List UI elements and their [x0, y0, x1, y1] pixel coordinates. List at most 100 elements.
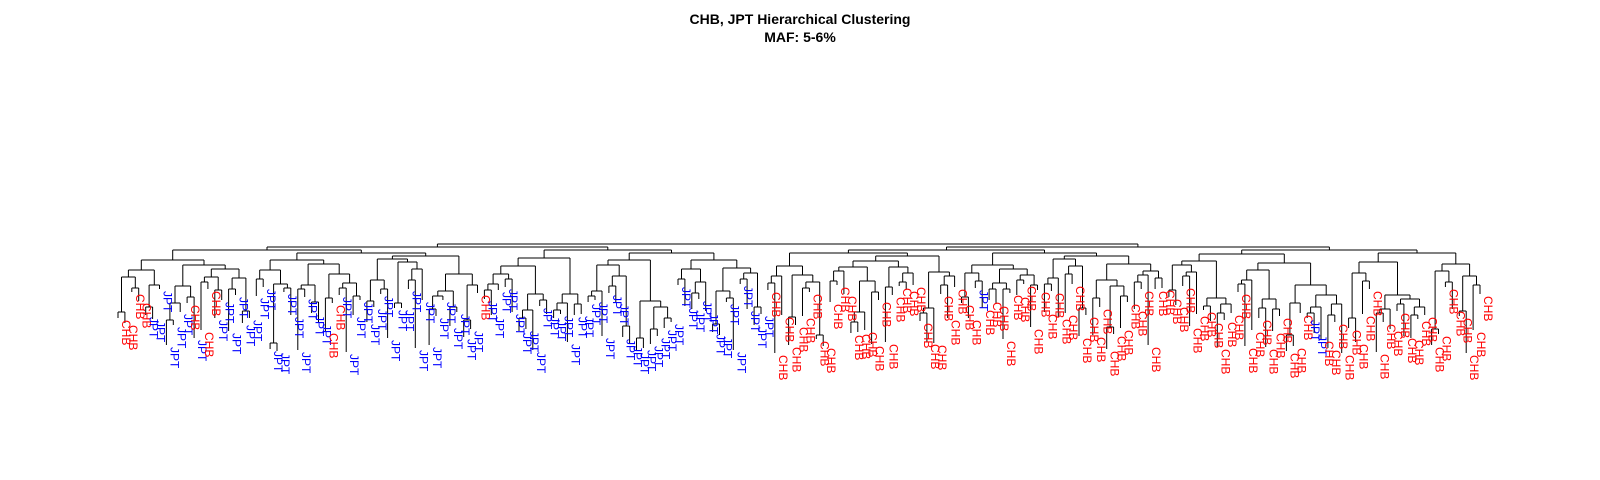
leaf-label-chb: CHB — [326, 333, 340, 358]
leaf-label-chb: CHB — [1440, 336, 1454, 361]
leaf-label-chb: CHB — [1405, 338, 1419, 363]
leaf-label-chb: CHB — [1398, 313, 1412, 338]
leaf-label-chb: CHB — [333, 305, 347, 330]
leaf-label-chb: CHB — [119, 320, 133, 345]
leaf-label-chb: CHB — [1384, 324, 1398, 349]
leaf-label-jpt: JPT — [257, 298, 271, 320]
leaf-label-jpt: JPT — [299, 352, 313, 374]
leaf-label-jpt: JPT — [721, 337, 735, 359]
leaf-label-jpt: JPT — [396, 310, 410, 332]
leaf-label-jpt: JPT — [707, 313, 721, 335]
leaf-label-jpt: JPT — [513, 314, 527, 336]
leaf-label-jpt: JPT — [292, 317, 306, 339]
leaf-label-chb: CHB — [140, 303, 154, 328]
leaf-label-chb: CHB — [956, 289, 970, 314]
leaf-label-jpt: JPT — [437, 318, 451, 340]
leaf-label-chb: CHB — [1149, 347, 1163, 372]
leaf-label-jpt: JPT — [693, 311, 707, 333]
leaf-label-jpt: JPT — [714, 334, 728, 356]
dendrogram-branches — [117, 243, 1481, 353]
leaf-label-jpt: JPT — [181, 314, 195, 336]
leaf-label-chb: CHB — [1004, 341, 1018, 366]
leaf-label-chb: CHB — [1122, 330, 1136, 355]
leaf-label-jpt: JPT — [230, 333, 244, 355]
chart-title: CHB, JPT Hierarchical Clustering — [689, 11, 911, 27]
leaf-label-chb: CHB — [1350, 330, 1364, 355]
leaf-label-chb: CHB — [1225, 322, 1239, 347]
leaf-label-chb: CHB — [1481, 296, 1495, 321]
leaf-label-chb: CHB — [1322, 341, 1336, 366]
leaf-label-chb: CHB — [1011, 295, 1025, 320]
leaf-label-jpt: JPT — [492, 317, 506, 339]
leaf-label-chb: CHB — [1059, 319, 1073, 344]
leaf-label-chb: CHB — [1052, 293, 1066, 318]
leaf-label-chb: CHB — [1357, 344, 1371, 369]
leaf-label-chb: CHB — [1419, 321, 1433, 346]
leaf-label-jpt: JPT — [499, 292, 513, 314]
leaf-label-chb: CHB — [1343, 355, 1357, 380]
leaf-label-chb: CHB — [1474, 332, 1488, 357]
leaf-label-chb: CHB — [1115, 336, 1129, 361]
leaf-label-jpt: JPT — [361, 302, 375, 324]
leaf-label-chb: CHB — [1370, 291, 1384, 316]
leaf-label-chb: CHB — [1128, 304, 1142, 329]
leaf-label-chb: CHB — [1094, 337, 1108, 362]
leaf-label-jpt: JPT — [976, 290, 990, 312]
leaf-label-chb: CHB — [990, 302, 1004, 327]
leaf-label-jpt: JPT — [582, 316, 596, 338]
leaf-label-chb: CHB — [1253, 332, 1267, 357]
leaf-label-jpt: JPT — [603, 338, 617, 360]
leaf-label-jpt: JPT — [161, 291, 175, 313]
dendrogram-leaf-labels: CHBCHBCHBCHBJPTJPTJPTJPTJPTJPTCHBJPTCHBC… — [119, 286, 1495, 380]
leaf-label-jpt: JPT — [167, 347, 181, 369]
leaf-label-chb: CHB — [1391, 331, 1405, 356]
leaf-label-chb: CHB — [949, 320, 963, 345]
leaf-label-chb: CHB — [1018, 297, 1032, 322]
leaf-label-jpt: JPT — [485, 301, 499, 323]
leaf-label-jpt: JPT — [548, 316, 562, 338]
leaf-label-chb: CHB — [776, 355, 790, 380]
leaf-label-chb: CHB — [1066, 315, 1080, 340]
leaf-label-chb: CHB — [1467, 355, 1481, 380]
leaf-label-chb: CHB — [907, 291, 921, 316]
leaf-label-chb: CHB — [852, 335, 866, 360]
leaf-label-chb: CHB — [1294, 348, 1308, 373]
leaf-label-chb: CHB — [1198, 316, 1212, 341]
leaf-label-chb: CHB — [1142, 291, 1156, 316]
leaf-label-jpt: JPT — [734, 352, 748, 374]
leaf-label-chb: CHB — [1080, 338, 1094, 363]
leaf-label-jpt: JPT — [174, 327, 188, 349]
leaf-label-chb: CHB — [873, 346, 887, 371]
leaf-label-jpt: JPT — [596, 302, 610, 324]
leaf-label-chb: CHB — [479, 295, 493, 320]
leaf-label-jpt: JPT — [610, 295, 624, 317]
leaf-label-chb: CHB — [1274, 333, 1288, 358]
leaf-label-jpt: JPT — [250, 320, 264, 342]
leaf-label-chb: CHB — [997, 306, 1011, 331]
leaf-label-chb: CHB — [1039, 292, 1053, 317]
leaf-label-jpt: JPT — [679, 287, 693, 309]
leaf-label-chb: CHB — [1045, 314, 1059, 339]
leaf-label-chb: CHB — [969, 320, 983, 345]
leaf-label-jpt: JPT — [409, 291, 423, 313]
leaf-label-chb: CHB — [900, 288, 914, 313]
leaf-label-chb: CHB — [845, 296, 859, 321]
leaf-label-chb: CHB — [1239, 294, 1253, 319]
chart-subtitle: MAF: 5-6% — [764, 29, 836, 45]
leaf-label-chb: CHB — [1433, 347, 1447, 372]
leaf-label-jpt: JPT — [285, 294, 299, 316]
leaf-label-chb: CHB — [1032, 329, 1046, 354]
leaf-label-chb: CHB — [928, 344, 942, 369]
leaf-label-chb: CHB — [202, 332, 216, 357]
leaf-label-chb: CHB — [790, 347, 804, 372]
leaf-label-jpt: JPT — [541, 308, 555, 330]
leaf-label-chb: CHB — [1218, 349, 1232, 374]
leaf-label-jpt: JPT — [472, 331, 486, 353]
leaf-label-jpt: JPT — [672, 324, 686, 346]
leaf-label-jpt: JPT — [340, 297, 354, 319]
leaf-label-jpt: JPT — [458, 314, 472, 336]
leaf-label-jpt: JPT — [216, 320, 230, 342]
leaf-label-chb: CHB — [963, 305, 977, 330]
leaf-label-jpt: JPT — [1308, 320, 1322, 342]
